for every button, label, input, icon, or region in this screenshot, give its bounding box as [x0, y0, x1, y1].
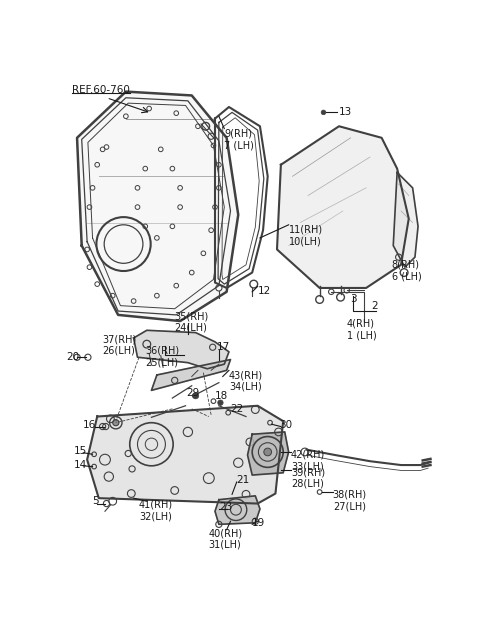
Text: 30: 30: [279, 420, 292, 430]
Text: 2: 2: [372, 300, 378, 311]
Text: 18: 18: [215, 391, 228, 401]
Text: 43(RH)
34(LH): 43(RH) 34(LH): [229, 370, 263, 392]
Text: 19: 19: [252, 518, 265, 528]
Text: 11(RH)
10(LH): 11(RH) 10(LH): [288, 225, 323, 246]
Text: 21: 21: [237, 476, 250, 485]
Text: 9(RH)
7 (LH): 9(RH) 7 (LH): [224, 128, 254, 150]
Polygon shape: [87, 406, 283, 504]
Text: 17: 17: [216, 342, 230, 352]
Circle shape: [321, 110, 326, 115]
Text: 42(RH)
33(LH): 42(RH) 33(LH): [291, 450, 325, 471]
Text: 4(RH)
1 (LH): 4(RH) 1 (LH): [347, 319, 376, 340]
Text: 38(RH)
27(LH): 38(RH) 27(LH): [333, 490, 367, 511]
Text: 8(RH)
6 (LH): 8(RH) 6 (LH): [392, 260, 421, 281]
Polygon shape: [152, 359, 230, 391]
Text: REF.60-760: REF.60-760: [72, 85, 130, 95]
Text: 15: 15: [74, 446, 87, 456]
Text: 14: 14: [74, 460, 87, 470]
Text: 35(RH)
24(LH): 35(RH) 24(LH): [175, 311, 209, 333]
Circle shape: [218, 400, 223, 405]
Circle shape: [192, 392, 199, 399]
Text: 36(RH)
25(LH): 36(RH) 25(LH): [145, 345, 180, 367]
Text: 13: 13: [339, 107, 352, 117]
Text: 12: 12: [258, 286, 271, 297]
Polygon shape: [393, 173, 418, 267]
Polygon shape: [248, 432, 288, 475]
Polygon shape: [133, 330, 229, 369]
Polygon shape: [77, 91, 238, 321]
Text: 40(RH)
31(LH): 40(RH) 31(LH): [209, 528, 243, 550]
Polygon shape: [215, 496, 260, 525]
Circle shape: [192, 394, 197, 398]
Text: 20: 20: [66, 352, 79, 362]
Text: 5: 5: [93, 496, 99, 506]
Text: 16: 16: [83, 420, 96, 430]
Polygon shape: [277, 126, 409, 288]
Circle shape: [264, 448, 272, 456]
Text: 23: 23: [219, 502, 232, 512]
Text: 3: 3: [350, 295, 357, 305]
Text: 41(RH)
32(LH): 41(RH) 32(LH): [139, 500, 173, 521]
Circle shape: [113, 420, 119, 426]
Text: 22: 22: [230, 404, 244, 414]
Text: 37(RH)
26(LH): 37(RH) 26(LH): [103, 334, 137, 356]
Text: 39(RH)
28(LH): 39(RH) 28(LH): [291, 467, 325, 489]
Text: 29: 29: [186, 389, 200, 398]
